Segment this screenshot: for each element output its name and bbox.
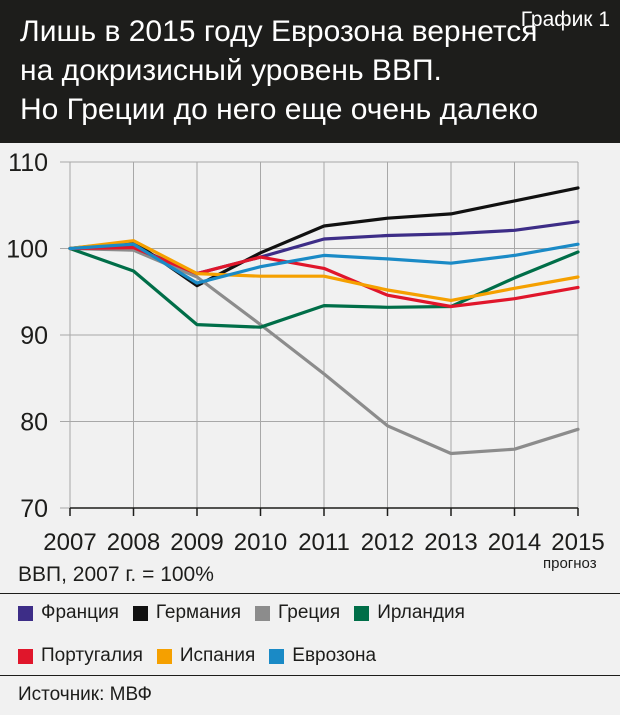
x-tick-label-2011: 2011 [298, 529, 350, 556]
legend-item-Греция: Греция [255, 602, 340, 624]
forecast-label: прогноз [543, 555, 597, 572]
y-axis-note: ВВП, 2007 г. = 100% [18, 563, 214, 586]
legend-item-Еврозона: Еврозона [269, 645, 376, 667]
chart-number-tag: График 1 [520, 8, 610, 31]
line-chart: 70 80 90 100 110 2007 2008 2009 2010 2011 2012 2013… [6, 149, 604, 556]
chart-title-line-3: Но Греции до него еще очень далеко [20, 93, 539, 126]
legend-swatch [132, 605, 148, 621]
series-line-Еврозона [68, 242, 580, 285]
chart-title-line-1: Лишь в 2015 году Еврозона вернется [20, 15, 538, 48]
series-line-Греция [68, 246, 580, 456]
source-top-rule [0, 675, 620, 676]
series-line-Ирландия [68, 246, 580, 329]
legend-item-Португалия: Португалия [18, 645, 143, 667]
y-tick-label-110: 110 [8, 149, 48, 177]
y-tick-label-100: 100 [6, 236, 48, 264]
y-tick-label-70: 70 [20, 495, 48, 523]
x-tick-label-2008: 2008 [107, 529, 160, 556]
grid-layer [60, 161, 579, 509]
chart-title-line-2: на докризисный уровень ВВП. [20, 54, 442, 87]
series-layer [68, 186, 580, 456]
legend-swatch [269, 648, 285, 664]
legend-label: Португалия [41, 645, 143, 666]
legend-swatch [255, 605, 271, 621]
x-tick-label-2012: 2012 [361, 529, 414, 556]
source-note: Источник: МВФ [18, 684, 152, 705]
legend-item-Франция: Франция [18, 602, 119, 624]
legend-top-rule [0, 593, 620, 594]
legend-row-2: Португалия Испания Еврозона [18, 645, 390, 667]
x-tick-label-2009: 2009 [170, 529, 223, 556]
axis-layer: 70 80 90 100 110 2007 2008 2009 2010 2011 2012 2013… [6, 149, 604, 556]
legend-swatch [354, 605, 370, 621]
x-tick-label-2015: 2015 [551, 529, 604, 556]
legend-swatch [18, 605, 33, 621]
legend-swatch [18, 648, 33, 664]
legend-item-Испания: Испания [156, 645, 256, 667]
x-tick-label-2014: 2014 [488, 529, 541, 556]
legend-row-1: Франция Германия Греция Ирландия [18, 602, 479, 624]
x-tick-label-2010: 2010 [234, 529, 287, 556]
legend-label: Франция [41, 602, 119, 623]
legend-label: Еврозона [292, 645, 377, 666]
series-line-Испания [68, 239, 580, 302]
legend-item-Ирландия: Ирландия [354, 602, 465, 624]
legend-swatch [156, 648, 172, 664]
legend-label: Греция [278, 602, 341, 623]
x-tick-label-2007: 2007 [43, 529, 96, 556]
chart-header: Лишь в 2015 году Еврозона вернется на до… [0, 0, 620, 143]
y-tick-label-90: 90 [20, 322, 48, 350]
legend-label: Ирландия [377, 602, 465, 623]
y-tick-label-80: 80 [20, 409, 48, 437]
legend-item-Германия: Германия [132, 602, 242, 624]
legend-label: Германия [155, 602, 242, 623]
legend-label: Испания [179, 645, 256, 666]
x-tick-label-2013: 2013 [424, 529, 477, 556]
